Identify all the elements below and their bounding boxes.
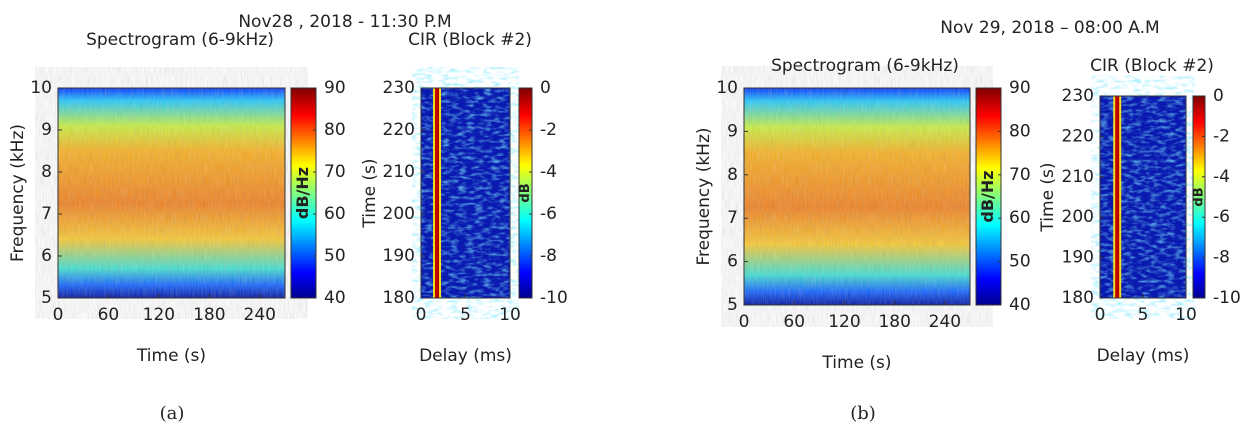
colorbar	[290, 87, 317, 299]
y-tick-label: 200	[1062, 207, 1094, 227]
x-tick-label: 240	[929, 312, 961, 332]
colorbar-tick-label: -4	[1213, 167, 1230, 187]
colorbar-tick-label: -4	[540, 162, 557, 182]
y-axis-label: Frequency (kHz)	[694, 127, 714, 265]
colorbar-tick-label: 0	[1213, 86, 1224, 106]
colorbar-tick-label: -6	[1213, 207, 1230, 227]
y-tick-label: 7	[727, 208, 738, 228]
x-tick-label: 60	[98, 305, 120, 325]
y-tick-label: 210	[383, 162, 415, 182]
heatmap-texture	[58, 88, 285, 298]
y-tick-label: 190	[383, 246, 415, 266]
colorbar-tick-label: 50	[324, 246, 346, 266]
x-tick-label: 0	[1095, 305, 1106, 325]
colorbar-tick-label: 40	[324, 288, 346, 308]
y-axis-label: Time (s)	[1038, 162, 1058, 232]
y-tick-label: 10	[716, 78, 738, 98]
y-tick-label: 230	[383, 78, 415, 98]
axis-title: Spectrogram (6-9kHz)	[771, 56, 959, 76]
heatmap-texture	[744, 88, 970, 305]
y-tick-label: 9	[41, 120, 52, 140]
y-tick-label: 180	[383, 288, 415, 308]
heatmap-texture	[1100, 96, 1186, 298]
y-tick-label: 8	[41, 162, 52, 182]
x-tick-label: 0	[416, 305, 427, 325]
colorbar	[1192, 95, 1206, 299]
y-tick-label: 220	[1062, 126, 1094, 146]
x-axis-label: Time (s)	[136, 346, 206, 366]
colorbar-tick-label: 70	[324, 162, 346, 182]
y-tick-label: 200	[383, 204, 415, 224]
y-axis-label: Time (s)	[360, 158, 380, 228]
axis-title: CIR (Block #2)	[1090, 56, 1214, 76]
colorbar-label: dB/Hz	[293, 167, 312, 219]
x-tick-label: 180	[193, 305, 225, 325]
peak-line	[1115, 96, 1120, 298]
colorbar-tick-label: 80	[324, 120, 346, 140]
plot-frame	[743, 87, 971, 306]
colorbar-tick-label: -2	[540, 120, 557, 140]
x-tick-label: 5	[1138, 305, 1149, 325]
colorbar-tick-label: 0	[540, 78, 551, 98]
colorbar-tick-label: 40	[1009, 295, 1031, 315]
colorbar-tick-label: -10	[1213, 288, 1241, 308]
y-tick-label: 6	[727, 252, 738, 272]
y-tick-label: 180	[1062, 288, 1094, 308]
y-axis-label: Frequency (kHz)	[8, 124, 28, 262]
colorbar-label: dB	[518, 183, 533, 202]
y-tick-label: 6	[41, 246, 52, 266]
colorbar-tick-label: 70	[1009, 165, 1031, 185]
y-tick-label: 190	[1062, 248, 1094, 268]
y-tick-label: 210	[1062, 167, 1094, 187]
colorbar-tick-label: -2	[1213, 126, 1230, 146]
x-tick-label: 120	[828, 312, 860, 332]
plot-frame	[57, 87, 286, 299]
y-tick-label: 7	[41, 204, 52, 224]
x-axis-label: Delay (ms)	[1097, 346, 1190, 366]
x-tick-label: 0	[739, 312, 750, 332]
y-tick-label: 220	[383, 120, 415, 140]
x-tick-label: 0	[53, 305, 64, 325]
colorbar-tick-label: -10	[540, 288, 568, 308]
colorbar-tick-label: 50	[1009, 252, 1031, 272]
x-tick-label: 240	[244, 305, 276, 325]
y-tick-label: 8	[727, 165, 738, 185]
colorbar	[518, 87, 533, 299]
colorbar	[975, 87, 1002, 306]
x-tick-label: 10	[1175, 305, 1197, 325]
colorbar-tick-label: 60	[324, 204, 346, 224]
colorbar-tick-label: -8	[1213, 248, 1230, 268]
y-tick-label: 5	[727, 295, 738, 315]
panel-caption: (b)	[850, 403, 876, 424]
x-tick-label: 180	[878, 312, 910, 332]
axis-title: Spectrogram (6-9kHz)	[86, 30, 274, 50]
x-axis-label: Time (s)	[821, 353, 891, 373]
y-tick-label: 10	[30, 78, 52, 98]
axis-title: CIR (Block #2)	[408, 30, 532, 50]
x-axis-label: Delay (ms)	[419, 346, 512, 366]
colorbar-label: dB/Hz	[978, 170, 997, 222]
panel-title: Nov 29, 2018 – 08:00 A.M	[940, 18, 1159, 38]
colorbar-label: dB	[1192, 187, 1207, 206]
peak-line	[435, 88, 440, 298]
colorbar-tick-label: 80	[1009, 121, 1031, 141]
colorbar-tick-label: 90	[1009, 78, 1031, 98]
panel-title: Nov28 , 2018 - 11:30 P.M	[238, 12, 451, 32]
colorbar-tick-label: 90	[324, 78, 346, 98]
colorbar-tick-label: 60	[1009, 208, 1031, 228]
x-tick-label: 10	[499, 305, 521, 325]
x-tick-label: 5	[460, 305, 471, 325]
panel-caption: (a)	[160, 403, 185, 424]
y-tick-label: 9	[727, 121, 738, 141]
colorbar-tick-label: -6	[540, 204, 557, 224]
x-tick-label: 120	[143, 305, 175, 325]
y-tick-label: 5	[41, 288, 52, 308]
x-tick-label: 60	[783, 312, 805, 332]
colorbar-tick-label: -8	[540, 246, 557, 266]
y-tick-label: 230	[1062, 86, 1094, 106]
